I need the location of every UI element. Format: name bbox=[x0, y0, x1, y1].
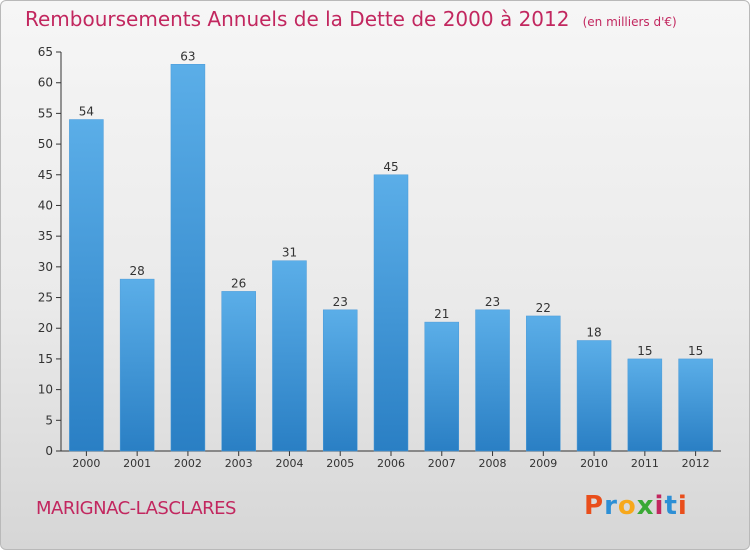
axes: 0 5 10 15 20 25 30 35 40 45 50 55 60 65 2000 2001 2002 20… bbox=[38, 45, 721, 470]
y-tick-label: 20 bbox=[38, 321, 53, 335]
logo-letter: P bbox=[584, 491, 605, 521]
bar-value-label: 22 bbox=[536, 301, 551, 315]
y-tick-label: 65 bbox=[38, 45, 53, 59]
title-main: Remboursements Annuels de la Dette de 20… bbox=[25, 7, 570, 31]
bar bbox=[272, 260, 307, 452]
x-tick-label: 2001 bbox=[123, 457, 151, 470]
bar bbox=[221, 291, 256, 452]
chart-title: Remboursements Annuels de la Dette de 20… bbox=[25, 7, 677, 31]
bar bbox=[119, 278, 155, 452]
x-tick-label: 2003 bbox=[225, 457, 253, 470]
y-tick-label: 30 bbox=[38, 260, 53, 274]
y-tick-label: 50 bbox=[38, 137, 53, 151]
logo-letter: i bbox=[654, 491, 665, 521]
y-tick-label: 5 bbox=[45, 413, 53, 427]
y-tick-label: 40 bbox=[38, 198, 53, 212]
x-tick-label: 2004 bbox=[275, 457, 303, 470]
y-tick-label: 10 bbox=[38, 383, 53, 397]
x-tick-label: 2002 bbox=[174, 457, 202, 470]
commune-name: MARIGNAC-LASCLARES bbox=[36, 498, 236, 519]
bar-value-label: 28 bbox=[130, 264, 145, 278]
x-tick-label: 2007 bbox=[428, 457, 456, 470]
bar-value-label: 63 bbox=[180, 49, 195, 63]
y-tick-label: 60 bbox=[38, 76, 53, 90]
bar-value-label: 21 bbox=[434, 307, 449, 321]
bar bbox=[424, 321, 460, 452]
bar bbox=[170, 64, 206, 452]
logo-letter: x bbox=[636, 491, 655, 521]
bar-value-label: 54 bbox=[79, 105, 94, 119]
bar-value-label: 26 bbox=[231, 276, 246, 290]
y-tick-label: 35 bbox=[38, 229, 53, 243]
logo-letter: t bbox=[664, 491, 678, 521]
x-tick-label: 2009 bbox=[529, 457, 557, 470]
y-tick-label: 0 bbox=[45, 444, 53, 458]
y-tick-label: 45 bbox=[38, 168, 53, 182]
logo-letter: o bbox=[617, 491, 637, 521]
logo-letter: r bbox=[604, 491, 618, 521]
bar bbox=[322, 309, 358, 452]
y-tick-label: 15 bbox=[38, 352, 53, 366]
bar bbox=[373, 174, 409, 452]
bar-value-label: 15 bbox=[637, 344, 652, 358]
bar bbox=[69, 119, 104, 452]
bar bbox=[576, 340, 612, 452]
bar-value-label: 18 bbox=[586, 326, 601, 340]
x-tick-label: 2011 bbox=[631, 457, 659, 470]
bar-value-label: 45 bbox=[383, 160, 398, 174]
y-tick-label: 25 bbox=[38, 291, 53, 305]
logo-letter: i bbox=[677, 491, 688, 521]
data-labels: 54 28 63 26 31 23 45 21 23 22 18 15 15 bbox=[79, 49, 704, 358]
bar bbox=[678, 358, 713, 452]
bar-value-label: 23 bbox=[333, 295, 348, 309]
x-tick-label: 2000 bbox=[72, 457, 100, 470]
title-unit: (en milliers d'€) bbox=[582, 15, 677, 29]
x-tick-label: 2005 bbox=[326, 457, 354, 470]
proxiti-logo: Proxiti bbox=[584, 491, 688, 521]
bar-value-label: 15 bbox=[688, 344, 703, 358]
x-tick-label: 2012 bbox=[682, 457, 710, 470]
x-tick-label: 2006 bbox=[377, 457, 405, 470]
bar bbox=[526, 315, 561, 452]
bar-value-label: 31 bbox=[282, 246, 297, 260]
bar bbox=[627, 358, 663, 452]
bar bbox=[475, 309, 510, 452]
y-tick-label: 55 bbox=[38, 106, 53, 120]
bars bbox=[69, 64, 713, 452]
x-tick-label: 2008 bbox=[479, 457, 507, 470]
x-tick-label: 2010 bbox=[580, 457, 608, 470]
bar-value-label: 23 bbox=[485, 295, 500, 309]
